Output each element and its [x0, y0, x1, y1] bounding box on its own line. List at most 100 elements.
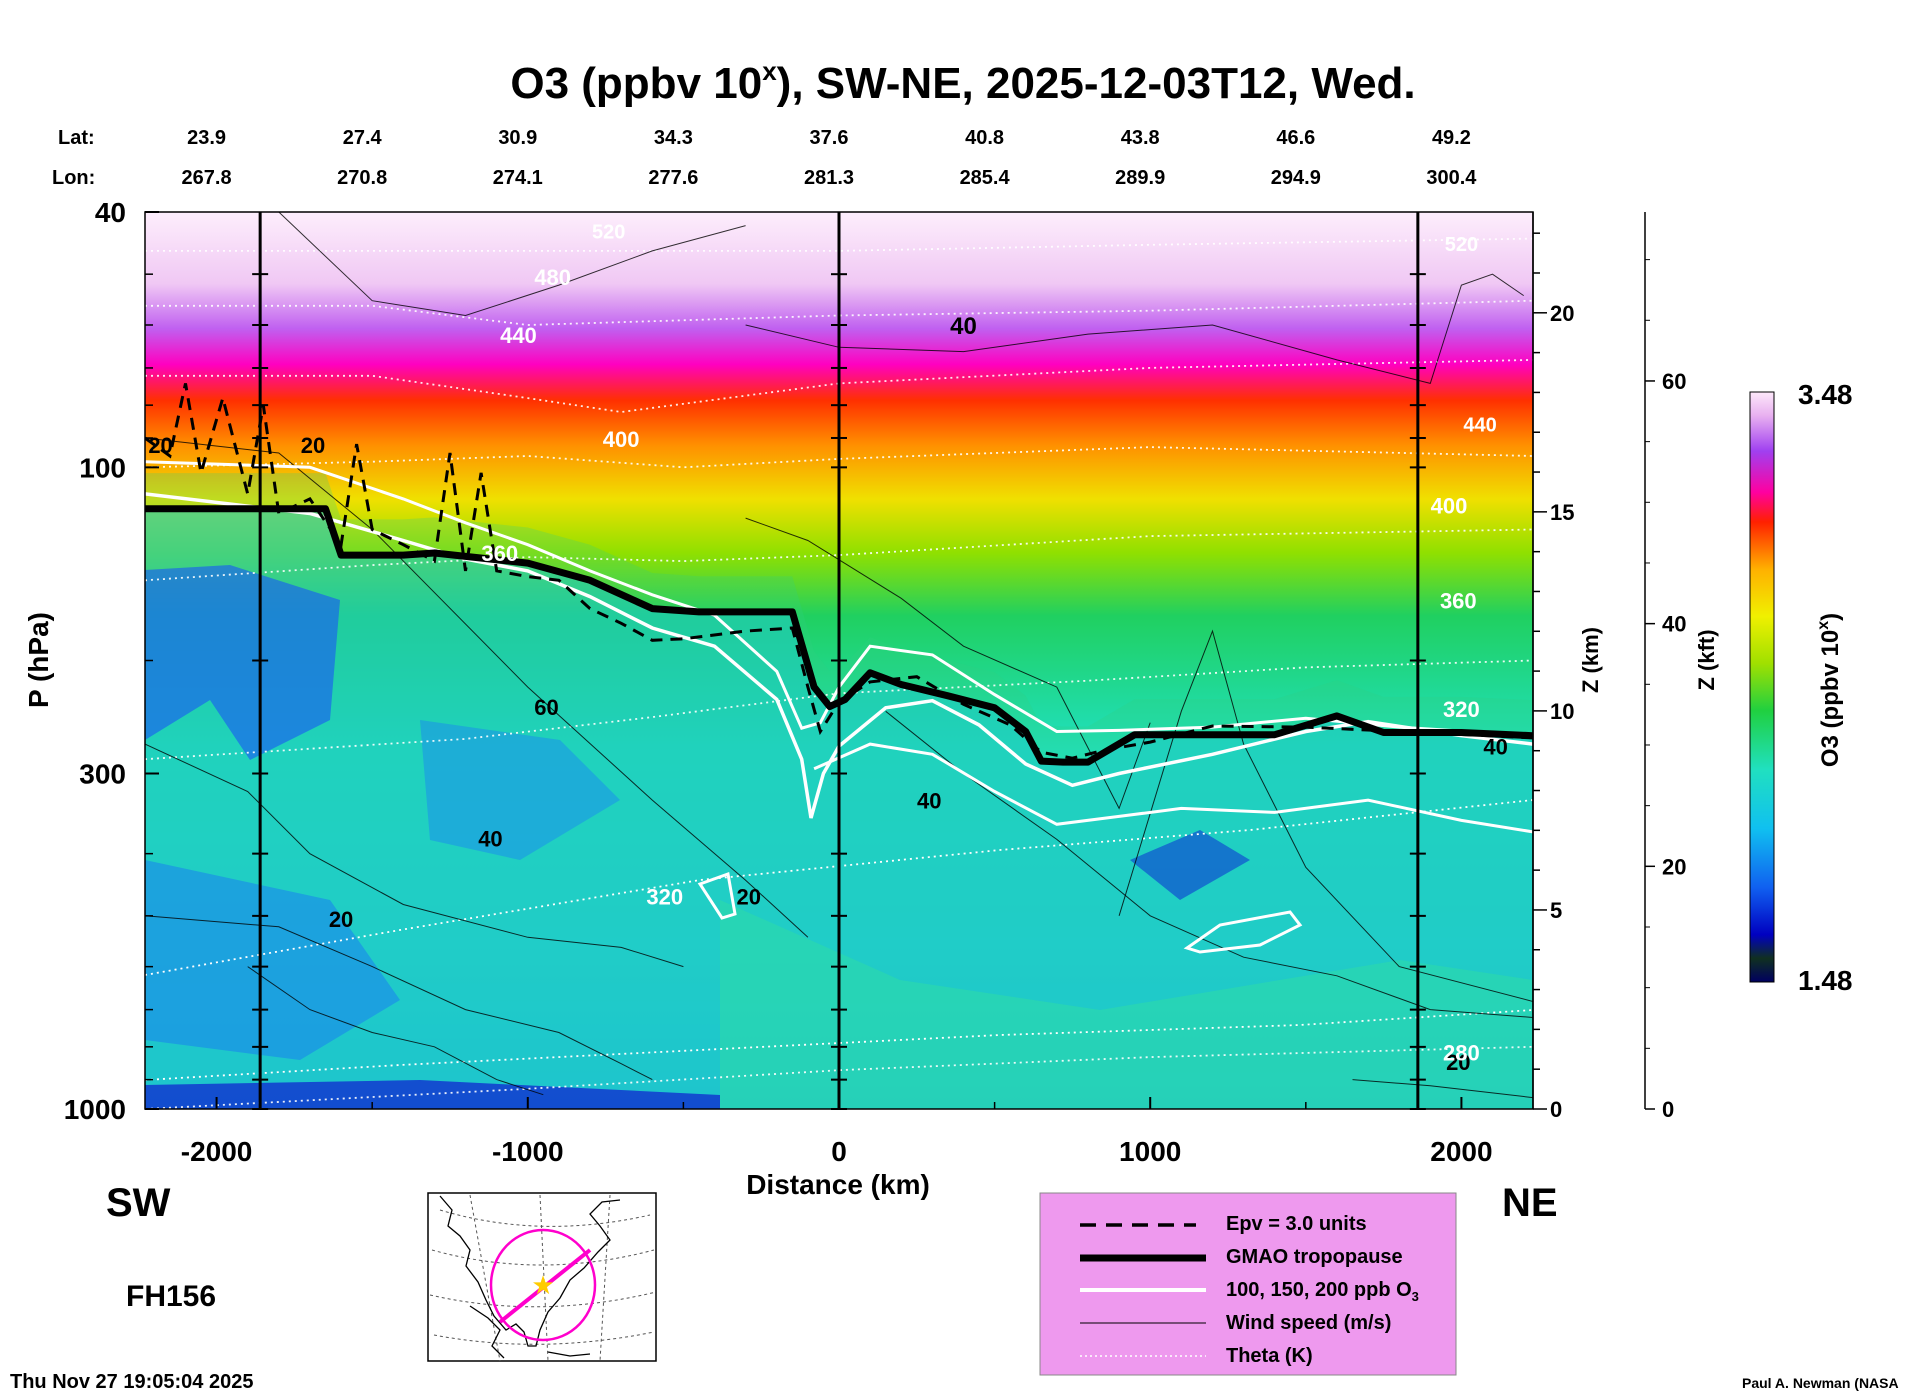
z-km-axis: 0 5 10 15 20 — [1532, 212, 1574, 1122]
colorbar-title: O3 (ppbv 10x) — [1815, 613, 1844, 767]
z-kft-axis: 0 20 40 60 — [1644, 212, 1686, 1122]
timestamp-label: Thu Nov 27 19:05:04 2025 — [10, 1371, 253, 1393]
wind-contour-8 — [1118, 629, 1533, 1002]
inset-map-graticule — [429, 1194, 657, 1362]
y-tick-label-100: 100 — [79, 452, 126, 483]
y-axis: 40 100 300 1000 — [64, 197, 159, 1125]
wind-label-20e: 20 — [148, 433, 172, 458]
theta-contour-0 — [145, 1045, 1533, 1109]
lat-label-6: 43.8 — [1121, 127, 1160, 149]
low-ozone-patch-mid — [420, 720, 620, 860]
y-tick-label-40: 40 — [95, 197, 126, 228]
wind-label-40d: 40 — [1483, 734, 1507, 759]
low-ozone-patch-sw — [145, 565, 340, 760]
legend-entry-text-4: Theta (K) — [1226, 1345, 1313, 1367]
wind-label-40c: 40 — [917, 788, 941, 813]
y-tick-label-1000: 1000 — [64, 1094, 126, 1125]
z-km-tick-label-15: 15 — [1550, 500, 1574, 525]
wind-label-20d: 20 — [1446, 1050, 1470, 1075]
wind-contour-7 — [745, 517, 1151, 810]
tropopause-line — [145, 505, 1533, 766]
theta-label-360a: 360 — [481, 541, 518, 566]
forecast-hour-label: FH156 — [126, 1280, 216, 1313]
colorbar — [1749, 391, 1775, 983]
legend-entry-4: Theta (K) — [1226, 1345, 1313, 1367]
x-tick-label--1000: -1000 — [492, 1136, 564, 1167]
boundary-layer-shade — [720, 900, 1533, 1109]
wind-label-20b: 20 — [329, 907, 353, 932]
wind-contour-1 — [145, 437, 809, 938]
wind-contour-3 — [145, 743, 684, 968]
inset-map-range-circle — [489, 1228, 597, 1342]
lat-lon-axis: 23.9 267.8 27.4 270.8 30.9 274.1 34.3 277.6 37.6… — [182, 127, 1478, 189]
theta-label-320a: 320 — [646, 884, 683, 909]
theta-label-360b: 360 — [1440, 589, 1477, 614]
ozone-contour-ozone-200ppb-low — [813, 742, 1533, 834]
lon-label-3: 277.6 — [648, 167, 698, 189]
low-ozone-patch-ne — [1130, 830, 1250, 900]
lon-label-5: 285.4 — [960, 167, 1011, 189]
legend-entries: Epv = 3.0 units GMAO tropopause 100, 150, … — [1226, 1213, 1419, 1367]
wind-contour-5 — [745, 273, 1524, 384]
wind-contour-2 — [145, 915, 653, 1081]
legend-entry-1: GMAO tropopause — [1226, 1246, 1403, 1268]
y-tick-label-300: 300 — [79, 758, 126, 789]
lon-label-8: 300.4 — [1426, 167, 1477, 189]
z-km-tick-label-5: 5 — [1550, 898, 1562, 923]
wind-label-60: 60 — [534, 695, 558, 720]
colorbar-max-label: 3.48 — [1798, 379, 1853, 410]
reference-vertical-lines — [252, 212, 1426, 1110]
z-kft-tick-label-20: 20 — [1662, 854, 1686, 879]
wind-label-20a: 20 — [301, 433, 325, 458]
credit-label: Paul A. Newman (NASA — [1742, 1375, 1899, 1391]
lon-label-2: 274.1 — [493, 167, 543, 189]
inset-map-track — [498, 1248, 592, 1324]
wind-label-40a: 40 — [950, 313, 977, 340]
lon-label-1: 270.8 — [337, 167, 387, 189]
theta-label-280: 280 — [1443, 1040, 1480, 1065]
theta-contour-280 — [145, 1009, 1533, 1081]
legend-entry-3: Wind speed (m/s) — [1226, 1312, 1391, 1334]
inset-map-coastline — [439, 1195, 621, 1347]
z-kft-tick-label-60: 60 — [1662, 369, 1686, 394]
lon-label-6: 289.9 — [1115, 167, 1165, 189]
lat-label-4: 37.6 — [810, 127, 849, 149]
legend-entry-text-2: 100, 150, 200 ppb O — [1226, 1279, 1412, 1301]
wind-contour-6 — [885, 710, 1533, 1018]
z-km-tick-label-20: 20 — [1550, 301, 1574, 326]
theta-contour-6 — [145, 237, 1533, 252]
legend-entry-text-1: GMAO tropopause — [1226, 1246, 1403, 1268]
contour-lines — [145, 212, 1533, 1109]
lat-label-0: 23.9 — [187, 127, 226, 149]
lon-label-4: 281.3 — [804, 167, 854, 189]
theta-label-440a: 440 — [500, 323, 537, 348]
chart-title: O3 (ppbv 10x), SW-NE, 2025-12-03T12, Wed… — [510, 56, 1415, 108]
y-axis-label: P (hPa) — [23, 612, 54, 708]
wind-contour-4 — [247, 966, 544, 1096]
lat-label-5: 40.8 — [965, 127, 1004, 149]
lat-row-label: Lat: — [58, 127, 95, 149]
lat-label-1: 27.4 — [343, 127, 383, 149]
x-tick-label-0: 0 — [831, 1136, 847, 1167]
legend-entry-2: 100, 150, 200 ppb O3 — [1226, 1279, 1419, 1304]
z-km-tick-label-10: 10 — [1550, 699, 1574, 724]
wind-contour-9 — [1352, 1079, 1533, 1099]
lat-label-7: 46.6 — [1276, 127, 1315, 149]
lat-label-8: 49.2 — [1432, 127, 1471, 149]
lon-row-label: Lon: — [52, 167, 95, 189]
theta-label-400a: 400 — [603, 427, 640, 452]
ozone-contour-closed-mid — [697, 871, 737, 920]
inset-map: ★ — [427, 1192, 657, 1362]
legend-entry-0: Epv = 3.0 units — [1226, 1213, 1367, 1235]
lon-label-0: 267.8 — [182, 167, 232, 189]
inset-map-islands — [547, 1351, 591, 1357]
inset-map-center-marker: ★ — [531, 1271, 554, 1301]
legend-entry-text-3: Wind speed (m/s) — [1226, 1312, 1391, 1334]
contour-labels: 20 40 60 40 20 20 40 20 20 40 520 480 440 400 360 320 52… — [148, 222, 1508, 1076]
surface-low-ozone — [145, 1080, 720, 1109]
legend-entry-text-0: Epv = 3.0 units — [1226, 1213, 1367, 1235]
z-km-tick-label-0: 0 — [1550, 1097, 1562, 1122]
x-axis-label: Distance (km) — [746, 1169, 930, 1200]
theta-label-520a: 520 — [592, 222, 625, 244]
